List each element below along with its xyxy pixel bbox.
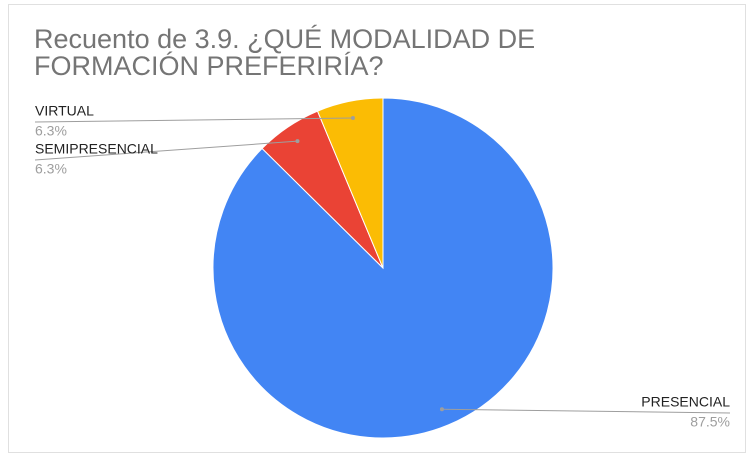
leader-dot: [295, 139, 300, 144]
leader-dot: [350, 115, 355, 120]
pie-slice: [316, 97, 384, 269]
slice-value-label: 6.3%: [35, 161, 67, 177]
leader-line: [441, 408, 731, 414]
slice-value-label: 87.5%: [690, 414, 730, 430]
slice-label: PRESENCIAL: [641, 394, 730, 410]
leader-line: [34, 140, 298, 161]
slice-value-label: 6.3%: [35, 123, 67, 139]
slice-label: SEMIPRESENCIAL: [35, 141, 158, 157]
leader-dot: [439, 407, 444, 412]
slice-label: VIRTUAL: [35, 103, 94, 119]
chart-title: Recuento de 3.9. ¿QUÉ MODALIDAD DE FORMA…: [34, 24, 536, 81]
leader-line: [34, 117, 353, 123]
